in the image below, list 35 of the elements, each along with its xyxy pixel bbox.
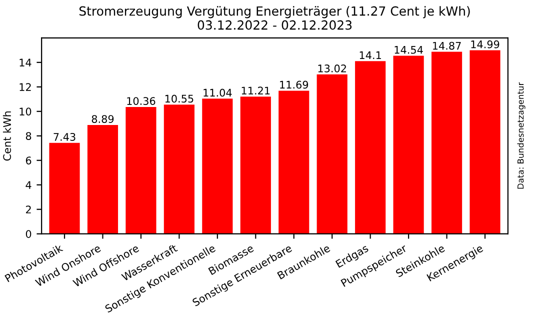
bar <box>355 61 386 234</box>
data-label: 11.21 <box>242 86 270 94</box>
bar <box>278 90 310 234</box>
y-tick-label: 4 <box>26 181 32 189</box>
y-tick-label: 14 <box>20 58 32 66</box>
data-label: 8.89 <box>92 115 114 123</box>
bar <box>49 142 80 234</box>
data-label: 11.04 <box>204 88 232 97</box>
data-label: 14.99 <box>471 40 500 48</box>
bar <box>87 124 118 234</box>
y-tick-label: 2 <box>26 206 31 214</box>
y-tick-label: 8 <box>26 132 32 140</box>
bar <box>126 106 156 234</box>
data-label: 11.69 <box>280 80 308 89</box>
bar <box>202 98 233 234</box>
data-label: 14.54 <box>394 46 423 54</box>
data-label: 13.02 <box>318 64 346 72</box>
data-label: 14.1 <box>360 51 381 60</box>
bar <box>316 74 348 234</box>
bar <box>470 50 500 234</box>
y-tick-label: 12 <box>20 83 31 91</box>
bar <box>164 104 194 234</box>
bar <box>393 56 424 234</box>
bar <box>240 96 271 234</box>
y-tick-label: 6 <box>26 156 32 164</box>
y-tick-label: 10 <box>20 108 32 116</box>
data-label: 10.36 <box>127 97 156 105</box>
data-label: 7.43 <box>54 132 76 141</box>
bar <box>431 52 462 234</box>
y-tick-label: 0 <box>26 230 32 238</box>
text: Data: Bundesnetzagentur <box>517 82 526 189</box>
data-label: 10.55 <box>165 94 194 103</box>
chart-title: Stromerzeugung Vergütung Energieträger (11.27 Cent je kWh) 03.12.2022 - 02.12.2023 <box>79 6 470 30</box>
y-axis-title: Cent kWh <box>2 111 12 161</box>
data-label: 14.87 <box>433 42 461 50</box>
